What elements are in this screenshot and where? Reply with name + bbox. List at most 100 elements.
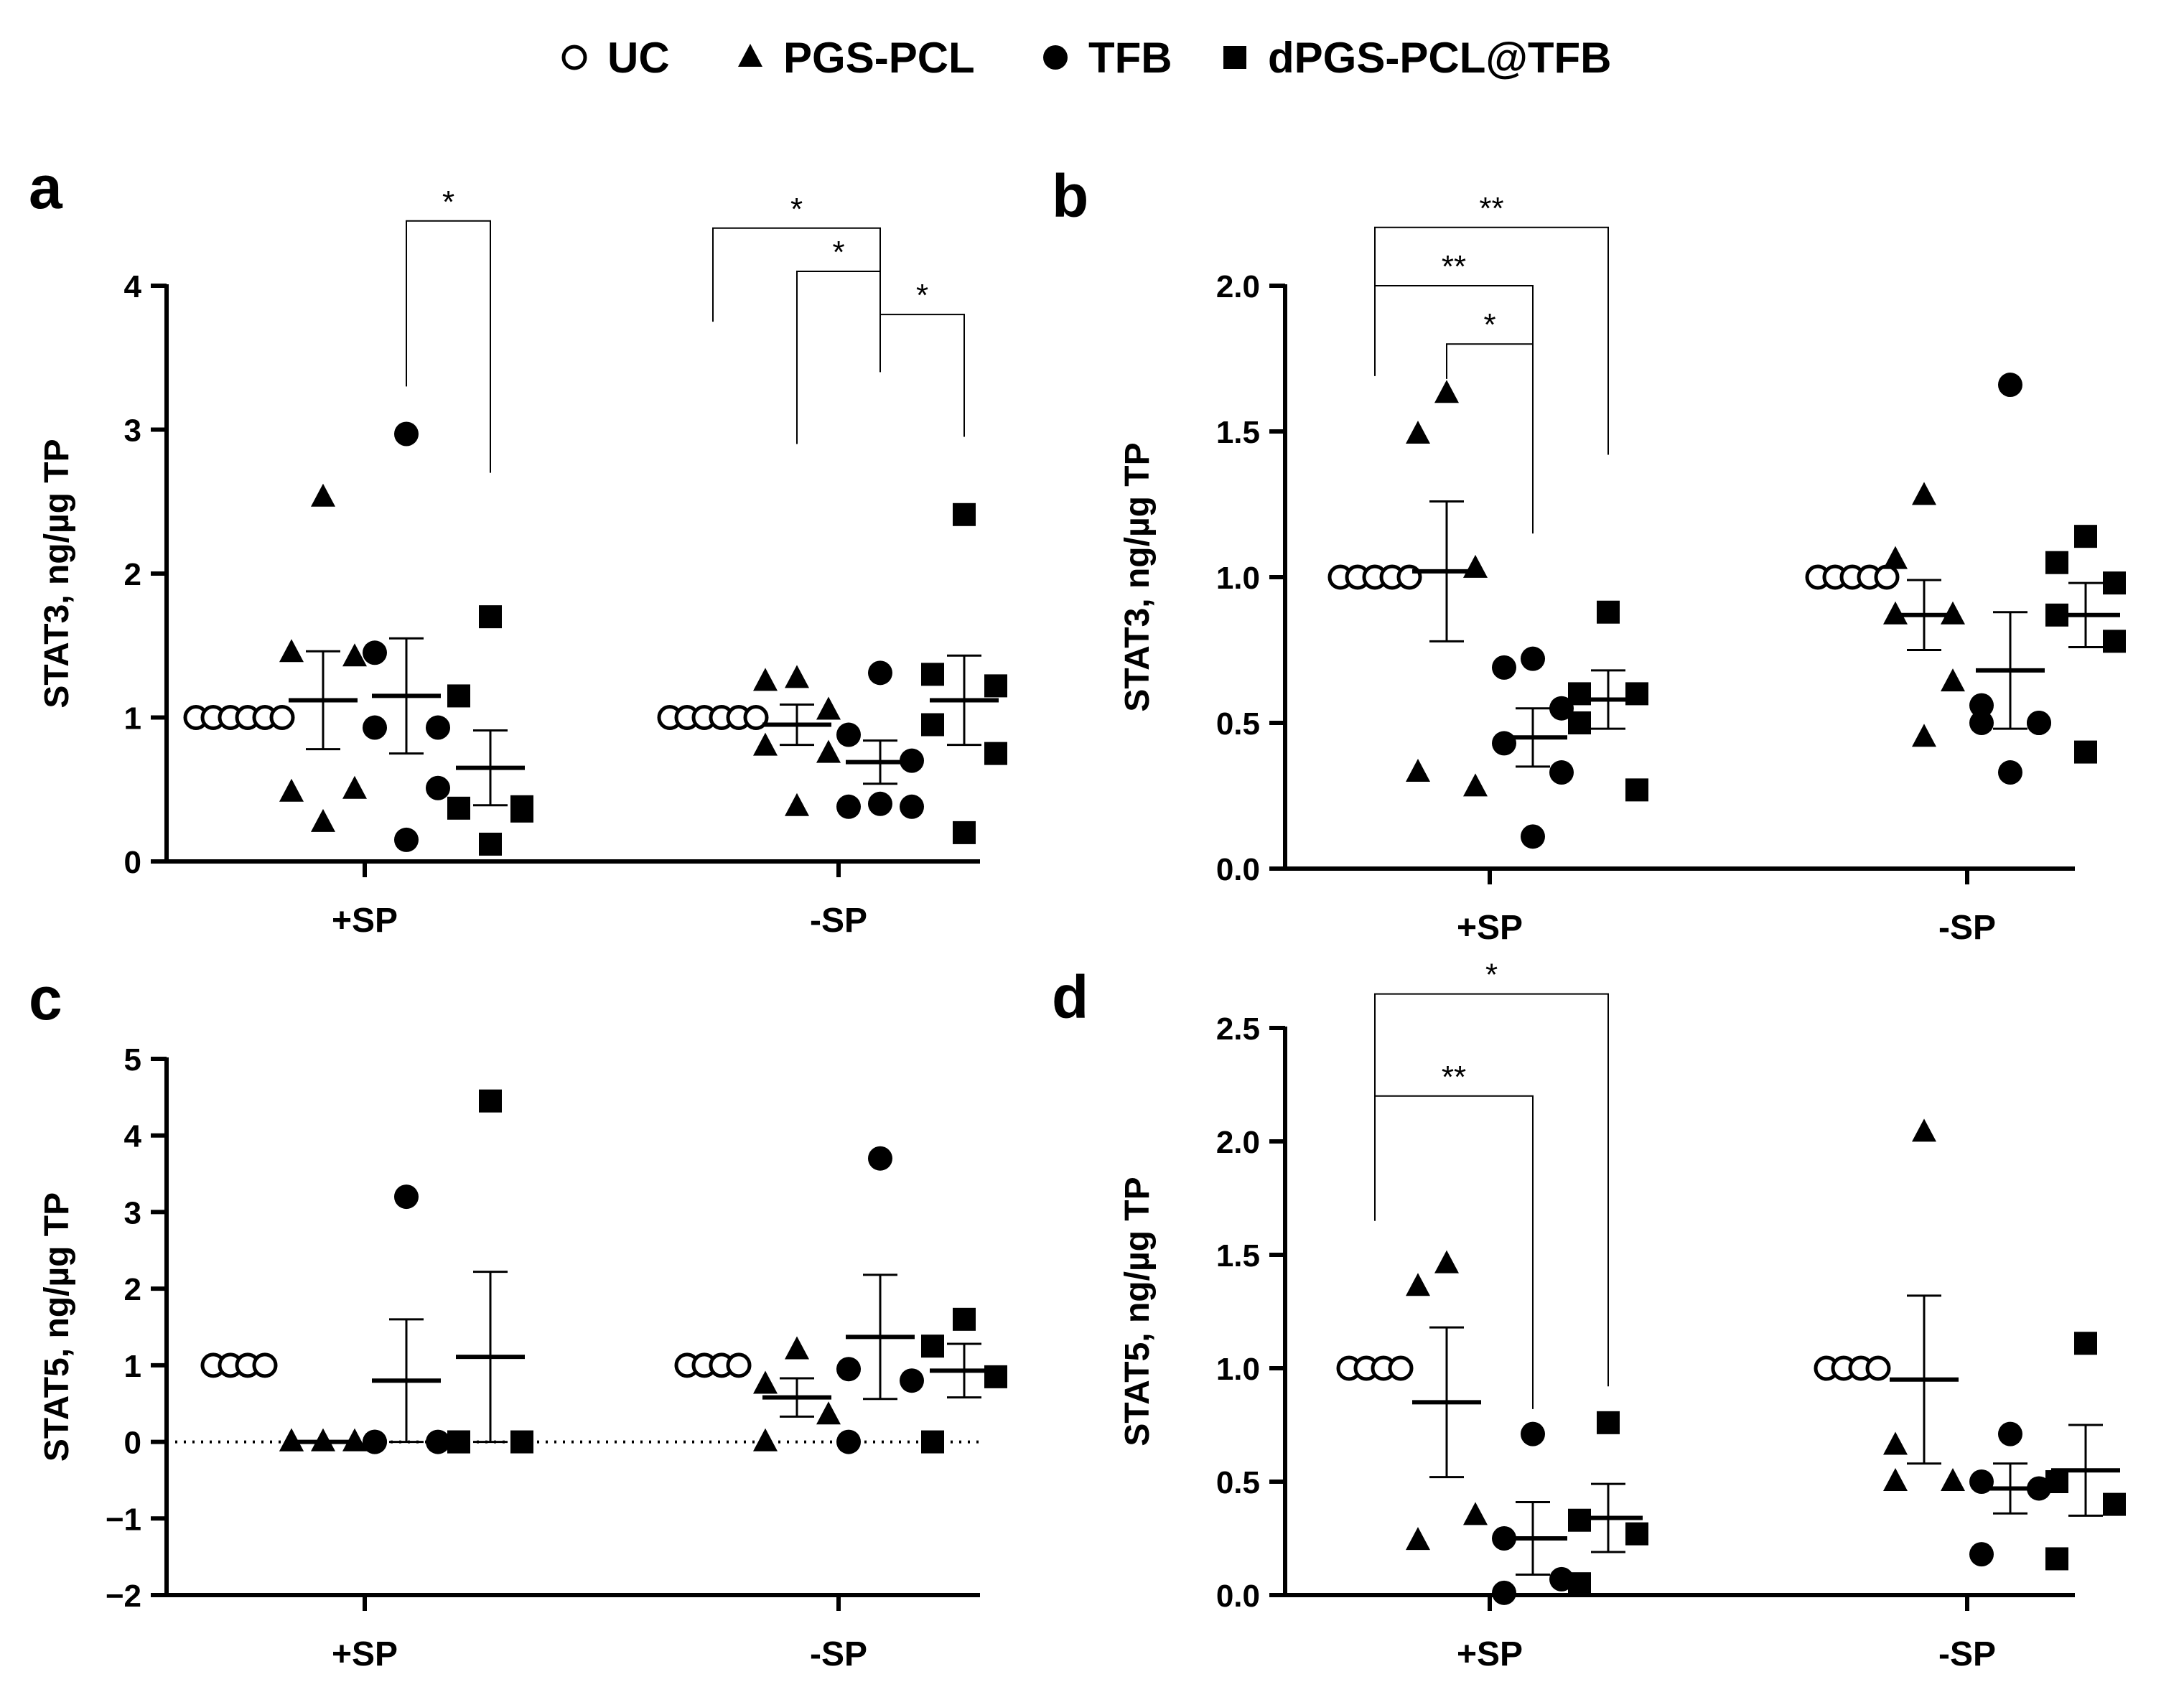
y-tick-label: 0.0 <box>1216 852 1260 887</box>
data-point <box>836 1429 861 1454</box>
data-point <box>1625 1522 1648 1546</box>
data-point <box>1549 1566 1574 1591</box>
data-point <box>479 605 502 629</box>
panel-c: c −2 −1 0 1 2 3 4 5 STAT5, ng/µg TP +SP -SP <box>29 965 1007 1673</box>
significance-bracket <box>1374 993 1609 1387</box>
y-tick-label: 1 <box>124 1349 141 1384</box>
data-point <box>984 674 1007 698</box>
data-point <box>1568 1572 1591 1596</box>
data-point <box>1406 421 1430 444</box>
data-point <box>2103 630 2126 653</box>
data-point <box>363 1429 387 1454</box>
data-point <box>2045 1470 2068 1493</box>
legend-label: dPGS-PCL@TFB <box>1268 34 1611 82</box>
data-point <box>868 791 892 816</box>
y-tick-label: 2 <box>124 1272 141 1307</box>
significance-label: * <box>442 184 454 220</box>
data-point <box>743 705 769 730</box>
data-point <box>2045 1547 2068 1571</box>
data-point <box>1568 711 1591 734</box>
y-tick-label: 5 <box>124 1042 141 1078</box>
data-point <box>1625 778 1648 802</box>
data-point <box>1912 482 1936 505</box>
data-point <box>1568 1508 1591 1532</box>
data-point <box>1941 668 1965 692</box>
data-point <box>1883 1431 1908 1455</box>
data-point <box>753 732 778 756</box>
data-point <box>1492 1580 1516 1605</box>
legend: UC PGS-PCL TFB dPGS-PCL@TFB <box>561 34 1611 82</box>
legend-label: UC <box>607 34 670 82</box>
data-point <box>816 739 841 763</box>
significance-label: ** <box>1442 249 1466 284</box>
y-tick-label: 2.5 <box>1216 1011 1260 1047</box>
y-tick-label: 2.0 <box>1216 269 1260 304</box>
data-point <box>868 660 892 686</box>
data-point <box>1406 759 1430 782</box>
data-point <box>2074 525 2097 548</box>
data-point <box>510 1430 533 1454</box>
y-tick-label: 3 <box>124 1195 141 1230</box>
data-point <box>1597 600 1620 624</box>
significance-bracket <box>879 314 965 437</box>
data-point <box>953 821 976 844</box>
data-point <box>1998 373 2022 398</box>
significance-bracket <box>1374 1095 1534 1409</box>
x-tick-label: -SP <box>1938 1635 1996 1673</box>
data-point <box>1912 724 1936 747</box>
legend-label: TFB <box>1088 34 1172 82</box>
data-point <box>1625 682 1648 706</box>
panel-letter: a <box>29 154 63 221</box>
data-point <box>1865 1355 1891 1381</box>
significance-label: * <box>1483 307 1495 342</box>
significance-bracket <box>796 270 881 444</box>
data-point <box>1883 1468 1908 1491</box>
x-tick-label: -SP <box>810 1635 867 1673</box>
data-point <box>426 775 450 800</box>
y-tick-label: 0.5 <box>1216 706 1260 742</box>
data-point <box>279 778 304 802</box>
data-point <box>1998 760 2022 785</box>
data-point <box>868 1146 892 1171</box>
data-point <box>753 1428 778 1452</box>
data-point <box>510 799 533 823</box>
y-tick-label: 1.5 <box>1216 1238 1260 1273</box>
data-point <box>785 793 809 816</box>
significance-bracket <box>1374 285 1534 534</box>
data-point <box>1388 1355 1414 1381</box>
data-point <box>984 742 1007 765</box>
data-point <box>1597 1411 1620 1434</box>
data-point <box>726 1352 752 1378</box>
x-tick-label: +SP <box>1457 909 1523 947</box>
data-point <box>1463 773 1488 797</box>
y-axis-label: STAT3, ng/µg TP <box>38 439 76 708</box>
data-point <box>953 503 976 526</box>
data-point <box>363 715 387 740</box>
data-point <box>1492 731 1516 756</box>
data-point <box>836 722 861 747</box>
data-point <box>1521 1421 1545 1446</box>
data-point <box>921 713 944 737</box>
panel-letter: b <box>1052 162 1088 230</box>
data-point <box>1883 546 1908 569</box>
data-point <box>311 808 335 832</box>
significance-bracket <box>406 220 491 473</box>
data-point <box>1463 554 1488 578</box>
data-point <box>2074 1332 2097 1355</box>
x-tick-label: +SP <box>332 1635 398 1673</box>
data-point <box>900 794 924 819</box>
data-point <box>447 796 470 820</box>
data-point <box>269 705 295 730</box>
legend-marker-dpgs-pcl-tfb <box>1223 46 1246 69</box>
x-tick-label: +SP <box>332 902 398 940</box>
y-tick-label: 1.0 <box>1216 1352 1260 1387</box>
data-point <box>816 696 841 720</box>
data-point <box>753 1370 778 1394</box>
data-point <box>342 775 367 799</box>
y-tick-label: 4 <box>124 1119 142 1154</box>
significance-label: ** <box>1479 191 1503 226</box>
data-point <box>394 827 419 852</box>
y-axis-label: STAT5, ng/µg TP <box>1119 1177 1157 1446</box>
y-tick-label: 4 <box>124 269 142 304</box>
